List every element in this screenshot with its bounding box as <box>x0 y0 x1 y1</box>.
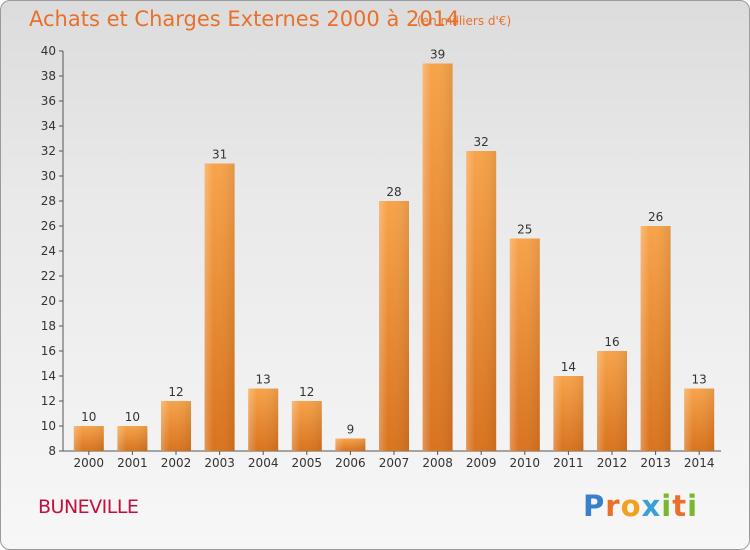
data-label: 10 <box>125 410 140 424</box>
x-tick-label: 2005 <box>292 456 323 470</box>
y-tick-label: 12 <box>41 394 56 408</box>
y-tick-label: 8 <box>48 444 56 458</box>
data-label: 13 <box>256 373 271 387</box>
x-tick-label: 2003 <box>204 456 235 470</box>
proxiti-logo: Proxiti <box>583 489 699 523</box>
bar-shade <box>161 401 191 451</box>
bar-shade <box>597 351 627 451</box>
x-tick-label: 2000 <box>74 456 105 470</box>
y-tick-label: 36 <box>41 94 56 108</box>
bar-shade <box>335 438 366 451</box>
x-tick-label: 2011 <box>553 456 584 470</box>
data-label: 32 <box>474 135 489 149</box>
data-label: 26 <box>648 210 663 224</box>
chart-axes: 8 10 12 14 16 18 20 22 24 26 28 30 32 34 36 38 40 2000 200… <box>41 44 721 470</box>
chart-bars: 10 10 12 31 13 12 9 28 39 32 25 14 16 26 13 <box>73 48 715 451</box>
chart-subtitle: (en milliers d'€) <box>417 14 512 28</box>
x-tick-label: 2009 <box>466 456 497 470</box>
y-tick-label: 40 <box>41 44 56 58</box>
data-label: 9 <box>347 423 355 437</box>
data-label: 12 <box>299 385 314 399</box>
y-tick-label: 28 <box>41 194 56 208</box>
x-tick-label: 2008 <box>422 456 453 470</box>
data-label: 31 <box>212 148 227 162</box>
y-tick-label: 38 <box>41 69 56 83</box>
bar-shade <box>291 401 322 451</box>
bar-shade <box>73 426 104 451</box>
data-label: 14 <box>561 360 576 374</box>
x-tick-label: 2014 <box>684 456 715 470</box>
data-label: 25 <box>517 223 532 237</box>
data-label: 39 <box>430 48 445 62</box>
bar-shade <box>117 426 148 451</box>
y-tick-label: 16 <box>41 344 56 358</box>
y-tick-label: 10 <box>41 419 56 433</box>
y-tick-label: 24 <box>41 244 56 258</box>
bar-shade <box>466 151 497 451</box>
x-tick-label: 2007 <box>379 456 410 470</box>
commune-name: BUNEVILLE <box>38 496 139 518</box>
x-tick-label: 2010 <box>510 456 541 470</box>
data-label: 10 <box>81 410 96 424</box>
bar-shade <box>640 226 671 451</box>
y-tick-label: 34 <box>41 119 56 133</box>
y-tick-label: 22 <box>41 269 56 283</box>
data-label: 13 <box>692 373 707 387</box>
x-tick-label: 2004 <box>248 456 279 470</box>
bar-shade <box>422 63 453 451</box>
y-tick-label: 18 <box>41 319 56 333</box>
y-tick-label: 30 <box>41 169 56 183</box>
bar-shade <box>204 163 235 451</box>
bar-shade <box>684 388 715 451</box>
y-tick-label: 14 <box>41 369 56 383</box>
y-tick-label: 32 <box>41 144 56 158</box>
x-tick-label: 2013 <box>640 456 671 470</box>
bar-shade <box>509 238 540 451</box>
data-label: 16 <box>604 335 619 349</box>
bar-shade <box>553 376 584 451</box>
x-tick-label: 2001 <box>117 456 148 470</box>
chart-title: Achats et Charges Externes 2000 à 2014 <box>29 7 460 31</box>
bar-shade <box>379 201 409 451</box>
data-label: 28 <box>386 185 401 199</box>
bar-shade <box>248 388 279 451</box>
y-tick-label: 26 <box>41 219 56 233</box>
y-tick-label: 20 <box>41 294 56 308</box>
x-tick-label: 2012 <box>597 456 628 470</box>
x-tick-label: 2002 <box>161 456 192 470</box>
x-tick-label: 2006 <box>335 456 366 470</box>
data-label: 12 <box>168 385 183 399</box>
